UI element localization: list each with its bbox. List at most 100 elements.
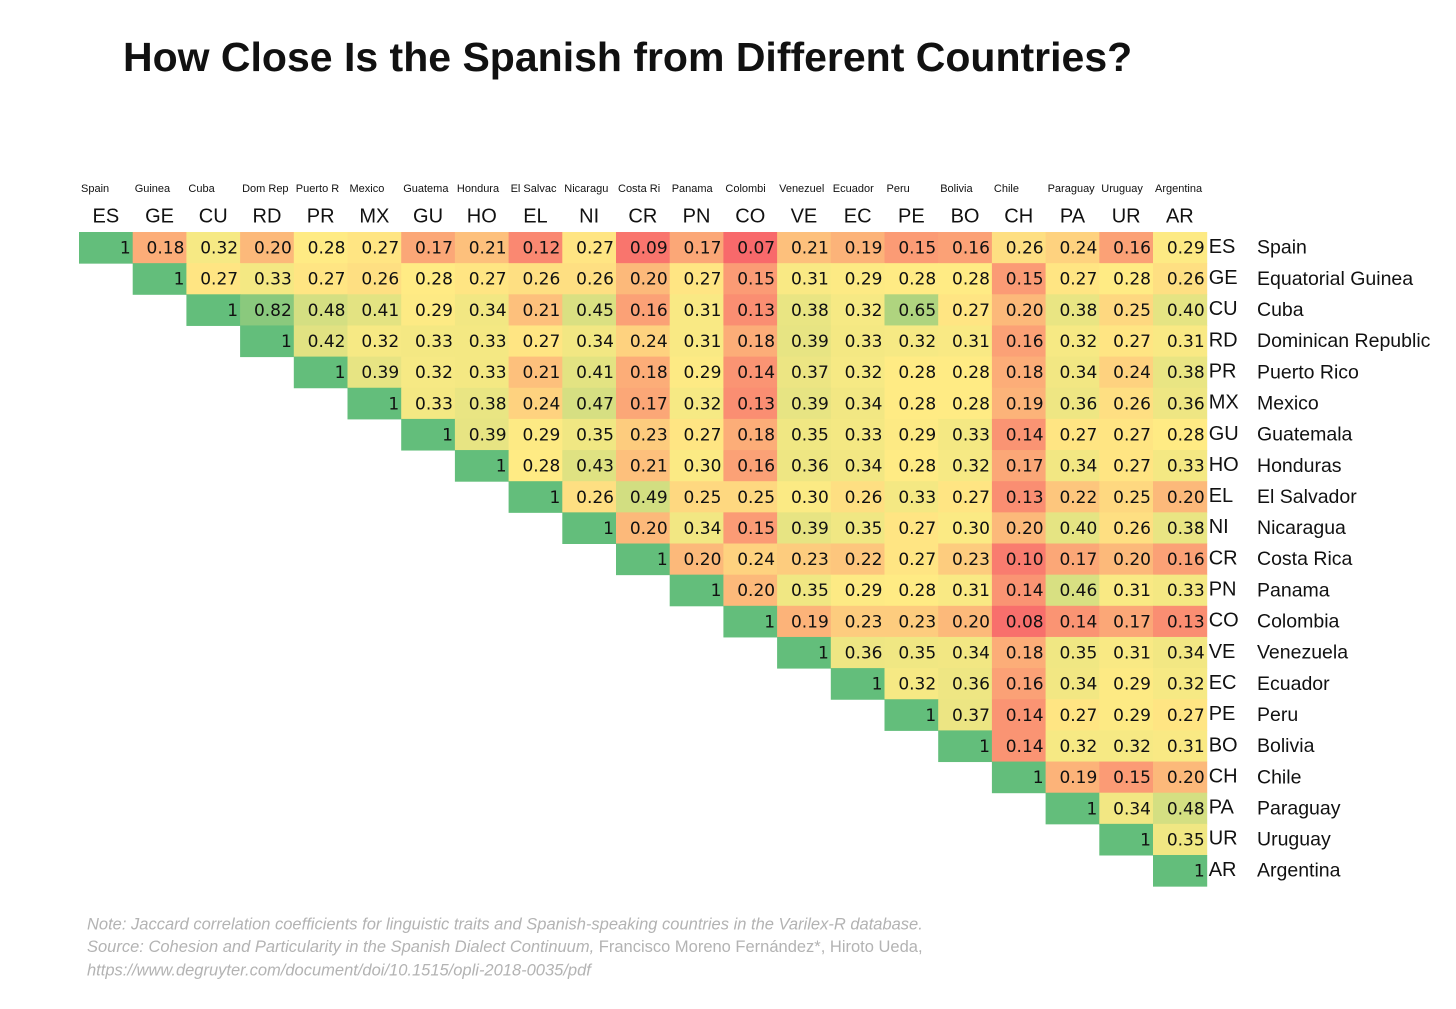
value-label: 1 xyxy=(1033,768,1044,788)
cell xyxy=(1045,792,1100,825)
cell xyxy=(669,356,724,389)
value-label: 0.28 xyxy=(952,394,990,414)
cell xyxy=(186,232,241,264)
cell xyxy=(1045,699,1100,731)
cell xyxy=(991,730,1047,763)
value-label: 0.17 xyxy=(1059,550,1097,570)
cell xyxy=(1153,730,1208,763)
cell xyxy=(562,294,617,326)
value-label: 0.27 xyxy=(576,239,614,259)
value-label: 0.39 xyxy=(791,519,829,539)
value-label: 1 xyxy=(1086,799,1097,819)
value-label: 0.31 xyxy=(1113,644,1151,664)
value-label: 0.20 xyxy=(1167,488,1205,508)
cell xyxy=(723,481,778,513)
cell xyxy=(508,418,563,451)
cell xyxy=(723,605,778,638)
value-label: 0.31 xyxy=(684,301,722,321)
row-code: PE xyxy=(1209,703,1236,725)
value-label: 0.14 xyxy=(1006,425,1044,445)
value-label: 0.34 xyxy=(1113,799,1151,819)
cell xyxy=(884,263,939,295)
column-code: HO xyxy=(467,205,497,227)
value-label: 0.33 xyxy=(254,270,292,290)
value-label: 0.20 xyxy=(1006,301,1044,321)
value-label: 0.24 xyxy=(737,550,775,570)
value-label: 0.17 xyxy=(1113,612,1151,632)
value-label: 1 xyxy=(764,612,775,632)
column-name: Chile xyxy=(994,183,1019,195)
cell xyxy=(669,450,724,482)
column-code: NI xyxy=(579,205,599,227)
cell xyxy=(562,512,617,544)
cell xyxy=(401,387,456,420)
value-label: 0.36 xyxy=(1167,394,1205,414)
value-label: 0.21 xyxy=(630,457,668,477)
value-label: 0.35 xyxy=(791,581,829,601)
column-name: Guatema xyxy=(403,183,449,195)
cell xyxy=(454,294,510,326)
value-label: 0.27 xyxy=(200,270,238,290)
value-label: 0.38 xyxy=(1167,519,1205,539)
value-label: 0.15 xyxy=(737,519,775,539)
value-label: 0.35 xyxy=(845,519,883,539)
column-name: Nicaragu xyxy=(564,183,608,195)
cell xyxy=(1153,512,1208,544)
value-label: 0.20 xyxy=(1006,519,1044,539)
cell xyxy=(1045,668,1100,700)
cell xyxy=(1153,574,1208,607)
cell xyxy=(938,605,993,638)
cell xyxy=(401,263,456,295)
cell xyxy=(938,730,993,763)
value-label: 0.32 xyxy=(898,332,936,352)
row-name: Paraguay xyxy=(1257,797,1341,819)
value-label: 1 xyxy=(1140,830,1151,850)
cell xyxy=(1153,636,1208,669)
value-label: 0.13 xyxy=(737,301,775,321)
value-label: 0.31 xyxy=(1167,737,1205,757)
cell xyxy=(938,543,993,576)
row-name: Nicaragua xyxy=(1257,517,1346,539)
cell xyxy=(616,356,671,389)
cell xyxy=(777,356,832,389)
cell xyxy=(777,636,832,669)
row-name: Costa Rica xyxy=(1257,548,1353,570)
value-label: 0.21 xyxy=(791,239,829,259)
row-name: Colombia xyxy=(1257,611,1340,633)
column-code: CU xyxy=(199,205,228,227)
cell xyxy=(1099,387,1154,420)
cell xyxy=(777,232,832,264)
value-label: 0.26 xyxy=(576,488,614,508)
cell xyxy=(991,668,1047,700)
value-label: 0.19 xyxy=(1059,768,1097,788)
cell xyxy=(1045,325,1100,358)
column-code: AR xyxy=(1166,205,1194,227)
cell xyxy=(1153,387,1208,420)
column-code: PA xyxy=(1060,205,1086,227)
value-label: 0.28 xyxy=(898,363,936,383)
cell xyxy=(938,294,993,326)
value-label: 0.14 xyxy=(737,363,775,383)
cell xyxy=(454,325,510,358)
cell xyxy=(938,481,993,513)
column-name: Peru xyxy=(887,183,910,195)
cell xyxy=(991,356,1047,389)
cell xyxy=(1099,325,1154,358)
value-label: 0.28 xyxy=(898,270,936,290)
cell xyxy=(884,699,939,731)
value-label: 1 xyxy=(120,239,131,259)
column-name: Bolivia xyxy=(940,183,973,195)
value-label: 0.25 xyxy=(737,488,775,508)
value-label: 0.34 xyxy=(952,644,990,664)
cell xyxy=(508,325,563,358)
row-name: Equatorial Guinea xyxy=(1257,268,1413,290)
value-label: 0.33 xyxy=(845,332,883,352)
value-label: 0.20 xyxy=(1113,550,1151,570)
value-label: 0.28 xyxy=(952,270,990,290)
row-name: Uruguay xyxy=(1257,829,1331,851)
value-label: 0.43 xyxy=(576,457,614,477)
value-label: 0.26 xyxy=(1167,270,1205,290)
cell xyxy=(669,294,724,326)
cell xyxy=(1153,263,1208,295)
